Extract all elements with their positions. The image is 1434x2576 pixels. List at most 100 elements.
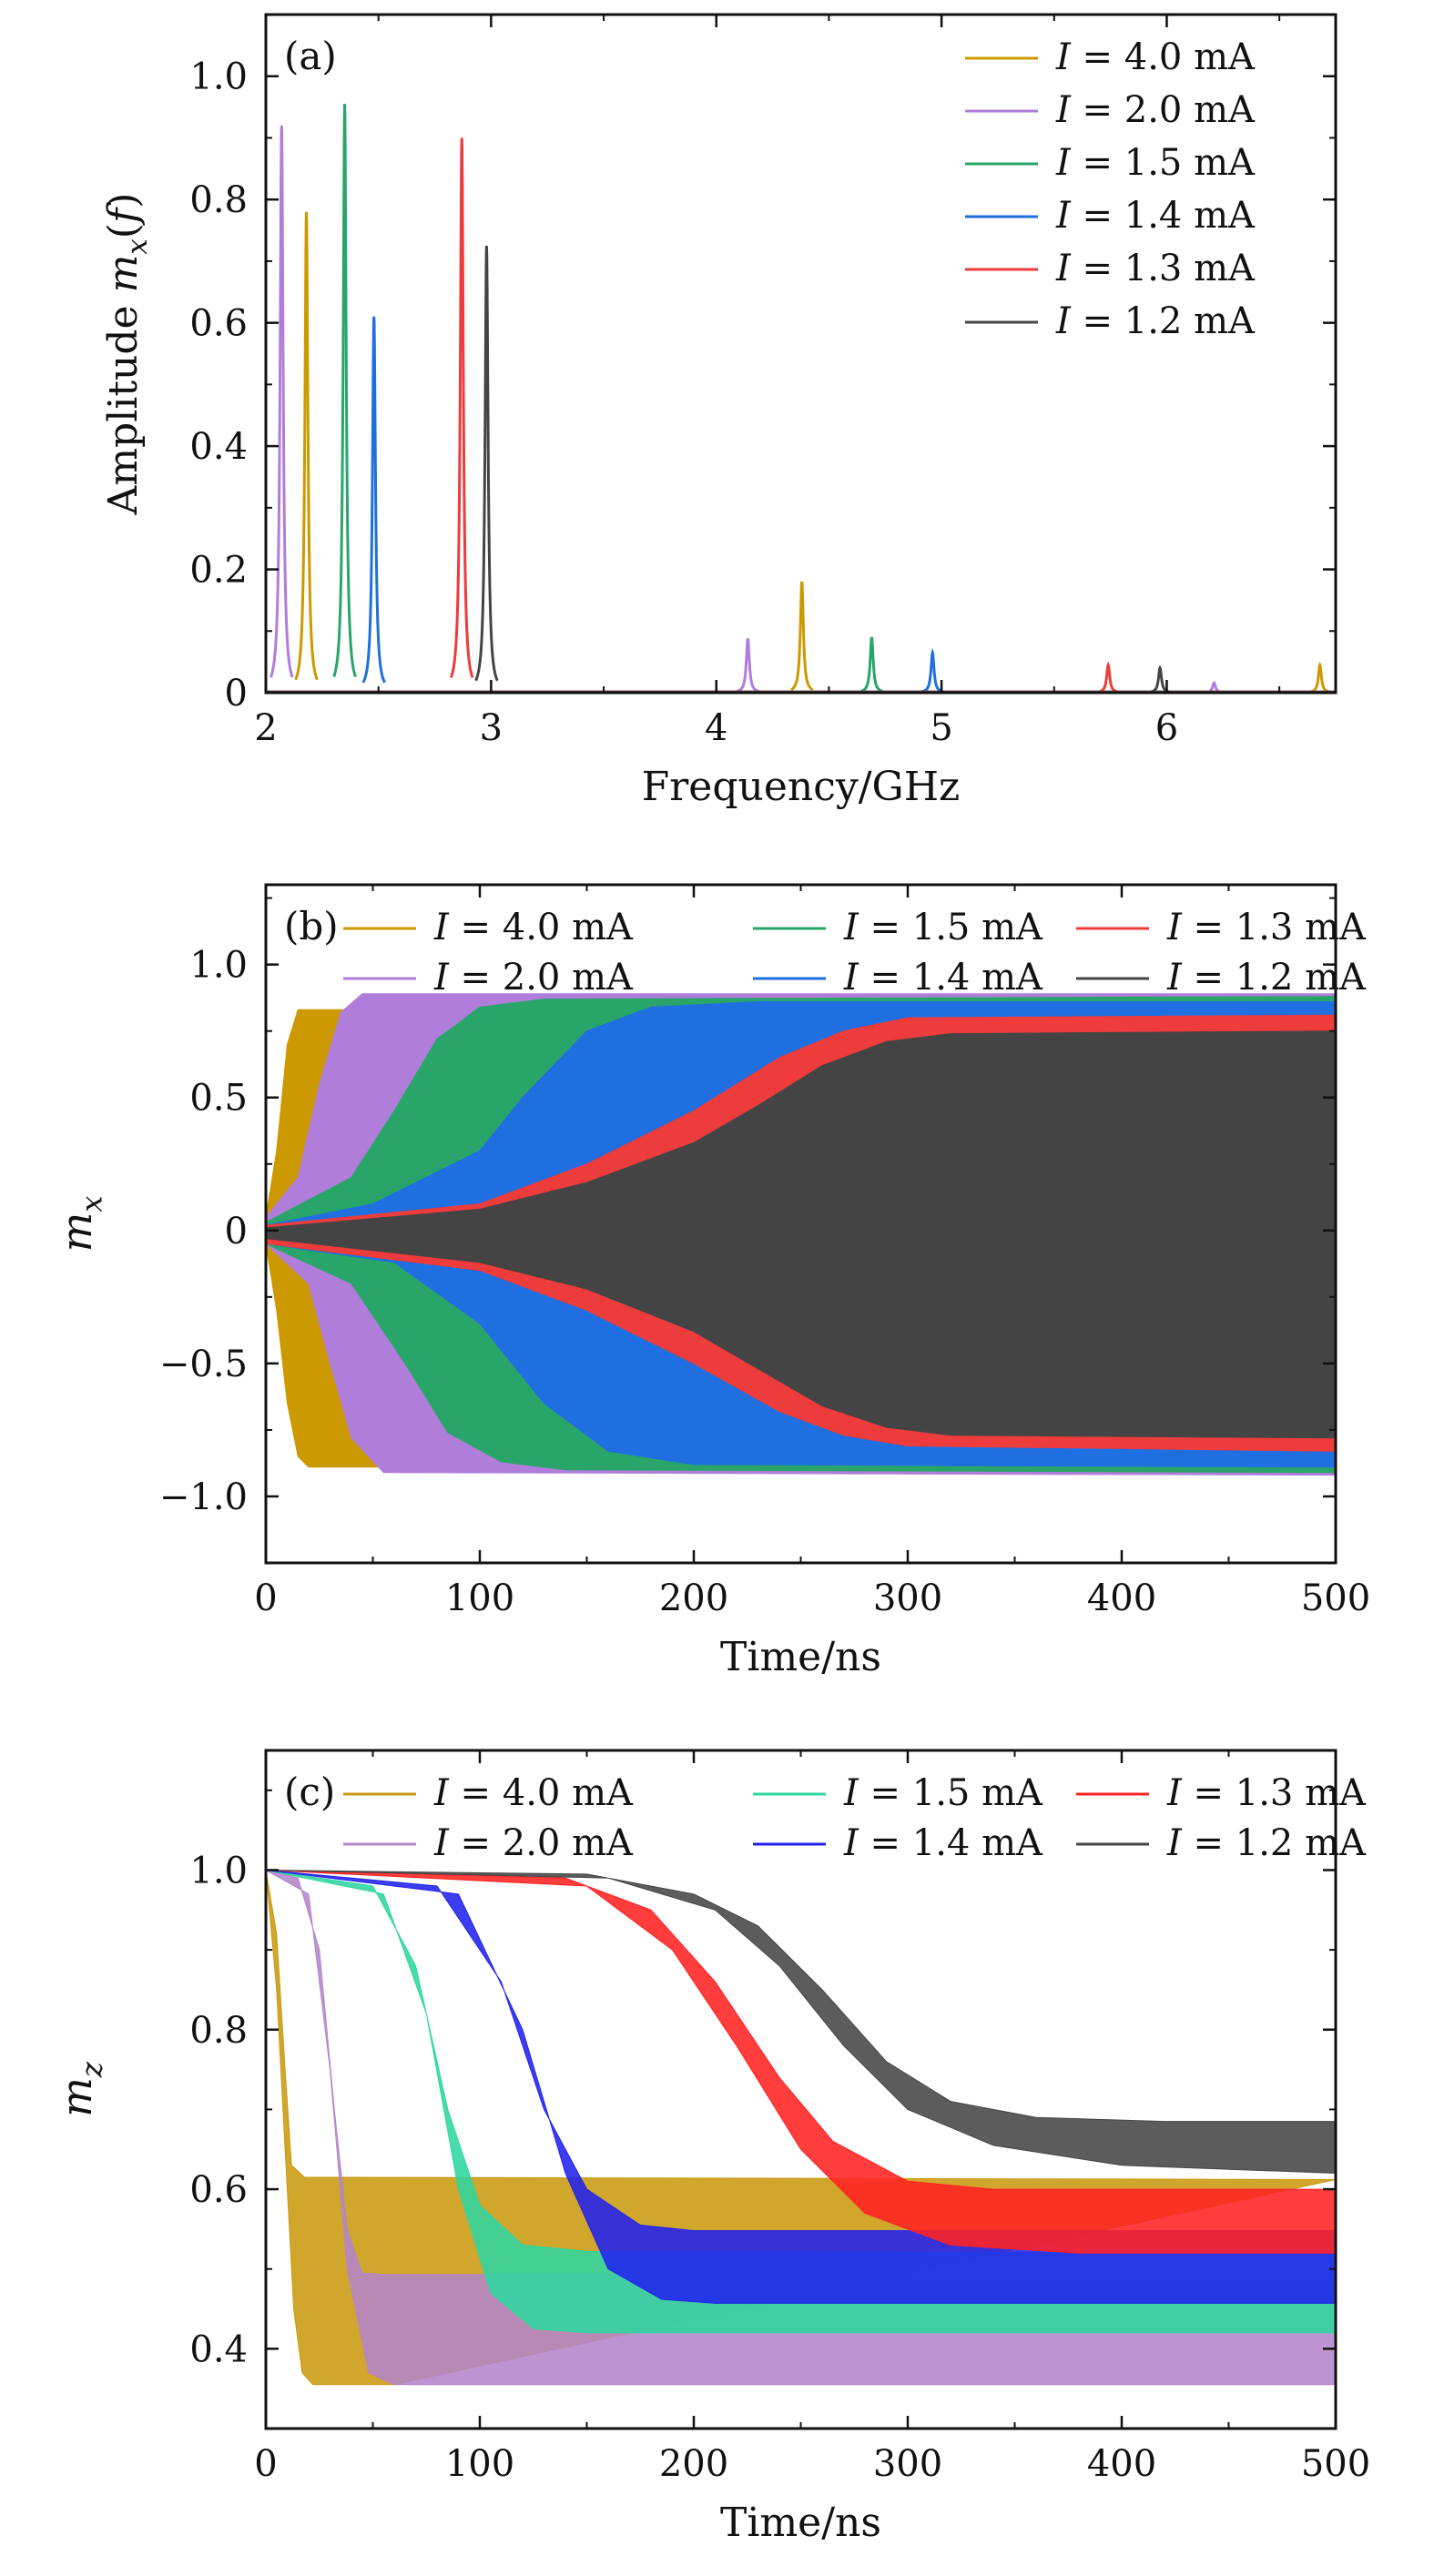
legend-entry-2.0: I = 2.0 mA xyxy=(965,89,1256,131)
legend-label: I = 1.5 mA xyxy=(1055,142,1256,184)
peak-1.3-1 xyxy=(449,137,474,679)
legend-label: I = 2.0 mA xyxy=(1055,89,1256,131)
x-tick-label: 2 xyxy=(254,707,277,749)
y-tick-label: 0.2 xyxy=(189,550,248,592)
peak-1.5-2 xyxy=(860,636,883,693)
y-axis-title: mz xyxy=(52,2061,109,2117)
legend-entry-2.0: I = 2.0 mA xyxy=(343,1822,634,1864)
peak-4.0-2 xyxy=(790,581,814,692)
legend: I = 4.0 mA I = 2.0 mA I = 1.5 mA I = 1.4 mA… xyxy=(965,36,1256,342)
x-tick-label: 200 xyxy=(659,2443,728,2485)
legend-label: I = 1.3 mA xyxy=(1055,248,1256,289)
y-tick-label: 0.8 xyxy=(189,2010,248,2052)
legend-entry-1.4: I = 1.4 mA xyxy=(753,957,1043,999)
legend-label: I = 1.5 mA xyxy=(843,1772,1043,1814)
y-tick-label: −1.0 xyxy=(159,1476,248,1518)
band-1.2 xyxy=(266,1030,1336,1439)
x-tick-label: 100 xyxy=(445,1577,514,1619)
x-tick-label: 3 xyxy=(480,707,503,749)
peak-1.3-2 xyxy=(1097,661,1120,693)
x-tick-label: 5 xyxy=(930,707,952,749)
plot-area xyxy=(266,993,1336,1476)
legend-label: I = 1.3 mA xyxy=(1166,1772,1367,1814)
legend-entry-1.2: I = 1.2 mA xyxy=(965,300,1256,342)
x-tick-label: 0 xyxy=(254,2443,277,2485)
legend-entry-1.3: I = 1.3 mA xyxy=(1076,907,1367,948)
legend-label: I = 4.0 mA xyxy=(433,907,634,948)
y-tick-label: 1.0 xyxy=(189,945,248,987)
legend-entry-1.5: I = 1.5 mA xyxy=(965,142,1256,184)
legend-label: I = 1.4 mA xyxy=(1055,195,1256,237)
legend-entry-4.0: I = 4.0 mA xyxy=(965,36,1256,78)
y-tick-label: 0.5 xyxy=(189,1078,248,1120)
legend-entry-1.2: I = 1.2 mA xyxy=(1076,957,1367,999)
x-tick-label: 0 xyxy=(254,1577,277,1619)
x-axis-title: Time/ns xyxy=(720,1634,881,1680)
panel-2: 0 100 200 300 400 500 −1.0 −0.5 0 0.5 1.0 Time/ns mx… xyxy=(52,883,1370,1680)
x-tick-label: 500 xyxy=(1301,1577,1370,1619)
y-tick-label: 0.6 xyxy=(189,303,248,345)
x-axis-title: Frequency/GHz xyxy=(642,764,961,810)
legend-label: I = 1.5 mA xyxy=(843,907,1043,948)
x-ticks: 0 100 200 300 400 500 xyxy=(254,885,1370,1619)
legend-entry-1.4: I = 1.4 mA xyxy=(965,195,1256,237)
band-1.3 xyxy=(266,1870,1336,2254)
x-tick-label: 300 xyxy=(873,1577,942,1619)
x-axis-title: Time/ns xyxy=(720,2500,881,2546)
y-tick-label: 0.4 xyxy=(189,2328,248,2370)
panel-label: (b) xyxy=(284,904,339,948)
peak-1.4-2 xyxy=(921,647,944,693)
x-tick-label: 400 xyxy=(1087,1577,1156,1619)
legend-entry-1.3: I = 1.3 mA xyxy=(965,248,1256,289)
y-ticks: −1.0 −0.5 0 0.5 1.0 xyxy=(159,897,1336,1564)
y-tick-label: −0.5 xyxy=(159,1344,248,1385)
legend-label: I = 4.0 mA xyxy=(1055,36,1256,78)
x-ticks: 0 100 200 300 400 500 xyxy=(254,1750,1370,2485)
peak-4.0-1 xyxy=(294,211,319,681)
y-tick-label: 0.4 xyxy=(189,426,248,468)
panel-label: (a) xyxy=(284,34,337,78)
y-tick-label: 0.6 xyxy=(189,2169,248,2211)
x-ticks: 2 3 4 5 6 xyxy=(254,15,1281,749)
x-tick-label: 300 xyxy=(873,2443,942,2485)
peak-1.4-1 xyxy=(361,316,386,684)
legend-label: I = 1.2 mA xyxy=(1166,1822,1367,1864)
legend-entry-2.0: I = 2.0 mA xyxy=(343,957,634,999)
legend-label: I = 1.2 mA xyxy=(1055,300,1256,342)
legend-label: I = 1.2 mA xyxy=(1166,957,1367,999)
peak-4.0-3 xyxy=(1308,661,1331,693)
y-tick-label: 0 xyxy=(225,673,248,715)
legend: I = 4.0 mA I = 2.0 mA I = 1.5 mA I = 1.4 mA… xyxy=(343,907,1367,999)
panel-label: (c) xyxy=(284,1770,335,1814)
y-tick-label: 0.8 xyxy=(189,179,248,221)
legend-label: I = 1.4 mA xyxy=(843,957,1043,999)
panel-3: 0 100 200 300 400 500 0.4 0.6 0.8 1.0 Time/ns mz (c)… xyxy=(52,1749,1370,2546)
legend-label: I = 1.3 mA xyxy=(1166,907,1367,948)
y-axis-title: Amplitude mx(f) xyxy=(100,193,154,516)
x-tick-label: 400 xyxy=(1087,2443,1156,2485)
x-tick-label: 6 xyxy=(1155,707,1178,749)
y-tick-label: 0 xyxy=(225,1211,248,1253)
peak-2.0-1 xyxy=(270,125,294,678)
peak-1.2-1 xyxy=(474,245,499,682)
legend: I = 4.0 mA I = 2.0 mA I = 1.5 mA I = 1.4 mA… xyxy=(343,1772,1367,1864)
y-ticks: 0.4 0.6 0.8 1.0 xyxy=(189,1789,1336,2429)
band-1.2 xyxy=(266,1870,1336,2175)
axes-frame xyxy=(264,13,1337,695)
y-axis-title: mx xyxy=(52,1196,109,1253)
peak-2.0-2 xyxy=(737,638,759,693)
panel-1: 2 3 4 5 6 0 0.2 0.4 0.6 0.8 1.0 Frequency/GHz Amplit… xyxy=(100,13,1337,810)
legend-label: I = 2.0 mA xyxy=(433,957,634,999)
x-tick-label: 4 xyxy=(705,707,727,749)
band-1.4 xyxy=(266,1870,1336,2304)
x-tick-label: 100 xyxy=(445,2443,514,2485)
legend-label: I = 2.0 mA xyxy=(433,1822,634,1864)
x-tick-label: 200 xyxy=(659,1577,728,1619)
y-ticks: 0 0.2 0.4 0.6 0.8 1.0 xyxy=(189,14,1336,715)
legend-entry-1.5: I = 1.5 mA xyxy=(753,1772,1043,1814)
x-tick-label: 500 xyxy=(1301,2443,1370,2485)
y-tick-label: 1.0 xyxy=(189,56,248,98)
legend-entry-1.5: I = 1.5 mA xyxy=(753,907,1043,948)
legend-entry-1.2: I = 1.2 mA xyxy=(1076,1822,1367,1864)
